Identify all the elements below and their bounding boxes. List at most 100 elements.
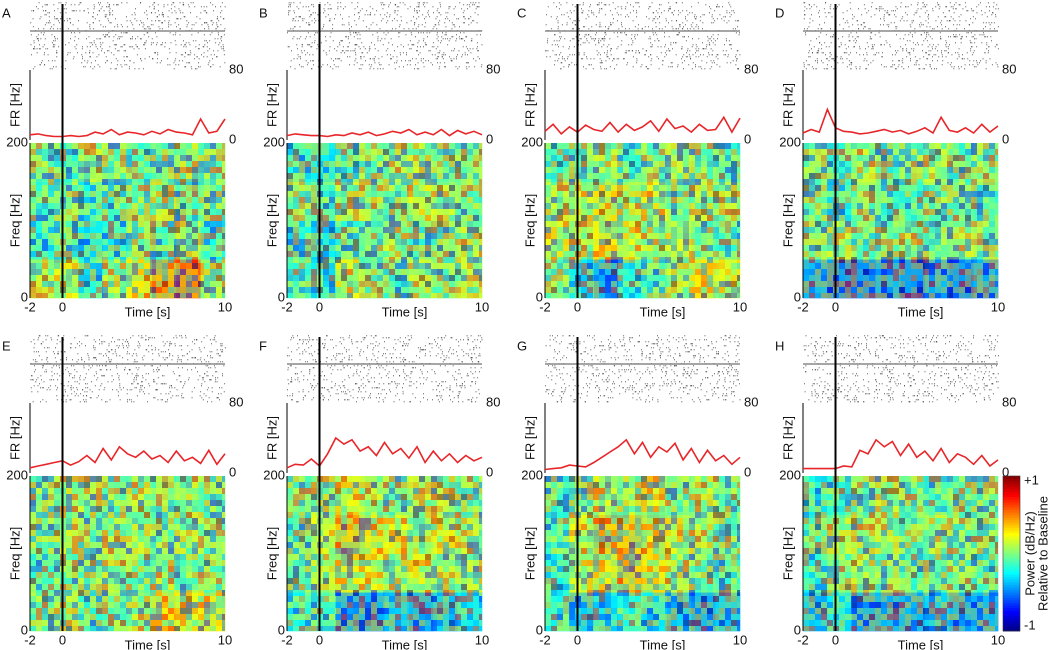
raster-spike	[640, 66, 642, 68]
texture	[192, 179, 198, 185]
raster-spike	[205, 12, 207, 14]
texture	[84, 293, 90, 298]
raster-spike	[92, 16, 94, 18]
raster-spike	[664, 56, 666, 58]
raster-spike	[422, 2, 424, 4]
raster-spike	[291, 50, 292, 52]
texture	[401, 263, 407, 269]
raster-spike	[658, 68, 660, 70]
texture	[455, 233, 461, 239]
raster-spike	[202, 46, 204, 48]
raster-spike	[156, 16, 158, 18]
texture	[299, 179, 305, 185]
texture	[413, 155, 419, 161]
texture	[305, 287, 311, 293]
texture	[299, 155, 305, 161]
texture	[443, 203, 449, 209]
raster-spike	[459, 38, 461, 40]
texture	[329, 167, 335, 173]
texture	[383, 227, 389, 233]
texture	[204, 173, 210, 179]
raster-spike	[66, 18, 68, 20]
raster-spike	[132, 46, 134, 48]
raster-spike	[40, 16, 42, 18]
raster-spike	[695, 16, 697, 18]
texture	[162, 197, 168, 203]
raster-spike	[108, 50, 110, 52]
raster-spike	[702, 22, 704, 24]
texture	[551, 287, 557, 293]
texture	[605, 233, 611, 239]
raster-spike	[43, 32, 45, 34]
raster-spike	[58, 46, 60, 48]
texture	[138, 269, 144, 275]
raster-spike	[161, 28, 163, 30]
texture	[731, 179, 737, 185]
raster-spike	[656, 34, 658, 36]
texture	[479, 275, 482, 281]
raster-spike	[677, 28, 679, 30]
texture	[473, 215, 479, 221]
texture	[611, 185, 617, 191]
raster-spike	[738, 20, 739, 22]
texture	[66, 197, 72, 203]
raster-spike	[614, 8, 616, 10]
texture	[683, 293, 689, 298]
raster-spike	[407, 44, 409, 46]
texture	[737, 209, 740, 215]
texture	[419, 221, 425, 227]
texture	[120, 167, 126, 173]
raster-spike	[556, 54, 557, 56]
raster-spike	[186, 26, 188, 28]
raster-spike	[598, 52, 600, 54]
texture	[665, 203, 671, 209]
raster-spike	[995, 8, 997, 10]
texture	[401, 203, 407, 209]
raster-spike	[677, 14, 679, 16]
raster-spike	[711, 54, 713, 56]
raster-spike	[347, 38, 349, 40]
raster-spike	[206, 22, 208, 24]
texture	[407, 191, 413, 197]
texture	[677, 155, 683, 161]
raster-spike	[369, 68, 371, 70]
texture	[371, 161, 377, 167]
raster-spike	[899, 20, 901, 22]
texture	[162, 239, 168, 245]
raster-spike	[217, 32, 219, 34]
texture	[180, 149, 186, 155]
texture	[90, 179, 96, 185]
raster-spike	[692, 38, 693, 40]
texture	[725, 257, 731, 263]
raster-spike	[290, 66, 292, 68]
texture	[162, 203, 168, 209]
raster-spike	[306, 64, 308, 66]
raster-spike	[595, 24, 597, 26]
raster-spike	[710, 8, 712, 10]
texture	[617, 239, 623, 245]
texture	[407, 293, 413, 298]
raster-spike	[43, 44, 45, 46]
texture	[617, 245, 623, 251]
raster-spike	[721, 18, 723, 20]
texture	[443, 263, 449, 269]
texture	[653, 185, 659, 191]
texture	[347, 203, 353, 209]
texture	[186, 221, 192, 227]
raster-spike	[580, 38, 582, 40]
texture	[66, 275, 72, 281]
raster-spike	[463, 16, 464, 18]
texture	[66, 233, 72, 239]
raster-spike	[693, 28, 695, 30]
raster-spike	[67, 52, 69, 54]
texture	[593, 191, 599, 197]
raster-spike	[340, 6, 342, 8]
texture	[42, 269, 48, 275]
texture	[66, 215, 72, 221]
raster-spike	[598, 12, 600, 14]
raster-spike	[710, 48, 712, 50]
raster-spike	[613, 32, 615, 34]
texture	[102, 203, 108, 209]
raster-spike	[464, 18, 466, 20]
texture	[186, 215, 192, 221]
